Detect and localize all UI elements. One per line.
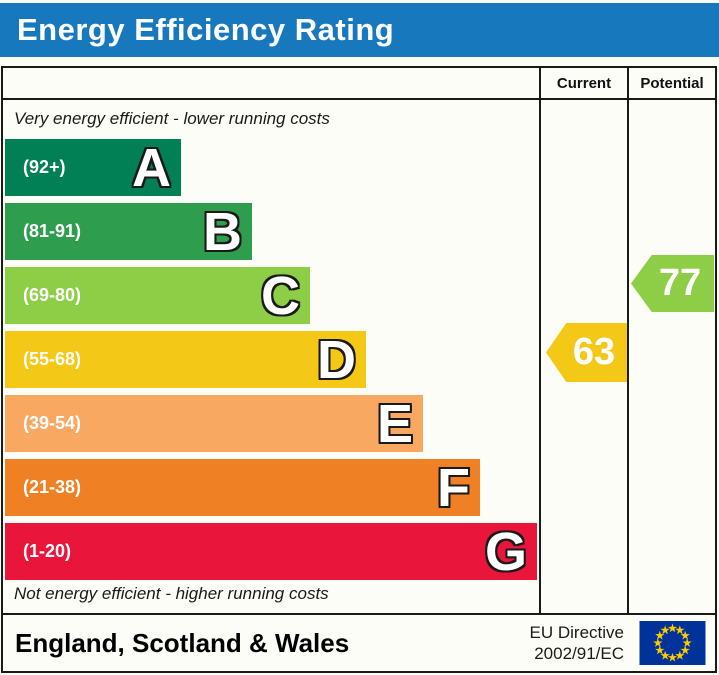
band-range-label: (39-54) (23, 413, 82, 433)
band-range-label: (81-91) (23, 221, 82, 241)
header-spacer (3, 68, 539, 98)
band-letter: B (203, 201, 242, 262)
band-letter: G (484, 521, 527, 582)
potential-indicator: 77 (631, 255, 714, 312)
column-header-current: Current (539, 68, 627, 98)
footer-region-label: England, Scotland & Wales (15, 627, 350, 658)
band-row-g: (1-20) G (5, 523, 537, 580)
column-header-potential: Potential (627, 68, 715, 98)
current-value: 63 (572, 331, 616, 373)
band-range-label: (55-68) (23, 349, 82, 369)
eu-directive-line1: EU Directive (529, 622, 624, 642)
band-row-f: (21-38) F (5, 459, 480, 516)
band-letter: E (376, 393, 413, 454)
band-row-e: (39-54) E (5, 395, 423, 452)
eu-directive-line2: 2002/91/EC (534, 644, 624, 663)
band-row-a: (92+) A (5, 139, 181, 196)
band-range-label: (69-80) (23, 285, 82, 305)
title-bar: Energy Efficiency Rating (0, 3, 719, 57)
band-letter: A (132, 137, 171, 198)
eu-directive-text: EU Directive 2002/91/EC (530, 622, 634, 665)
eu-flag-icon (639, 621, 706, 665)
band-range-label: (1-20) (23, 541, 72, 561)
band-row-d: (55-68) D (5, 331, 366, 388)
rating-table: Current Potential Very energy efficient … (1, 66, 717, 673)
current-column: 63 (539, 100, 627, 613)
band-letter: F (437, 457, 470, 518)
current-indicator: 63 (546, 323, 627, 382)
band-range-label: (21-38) (23, 477, 82, 497)
table-header-row: Current Potential (3, 68, 715, 100)
table-body: Very energy efficient - lower running co… (3, 100, 715, 615)
band-row-c: (69-80) C (5, 267, 310, 324)
potential-value: 77 (658, 262, 702, 304)
efficiency-note-top: Very energy efficient - lower running co… (14, 109, 330, 128)
footer: England, Scotland & Wales EU Directive 2… (3, 615, 715, 671)
rating-scale-area: Very energy efficient - lower running co… (3, 100, 539, 613)
potential-column: 77 (627, 100, 715, 613)
band-row-b: (81-91) B (5, 203, 252, 260)
band-letter: D (317, 329, 356, 390)
band-range-label: (92+) (23, 157, 66, 177)
efficiency-note-bottom: Not energy efficient - higher running co… (14, 584, 329, 603)
rating-bands: (92+) A (81-91) B (69-80) C (55-68) D (5, 139, 537, 587)
band-letter: C (261, 265, 300, 326)
page-title: Energy Efficiency Rating (17, 12, 395, 47)
